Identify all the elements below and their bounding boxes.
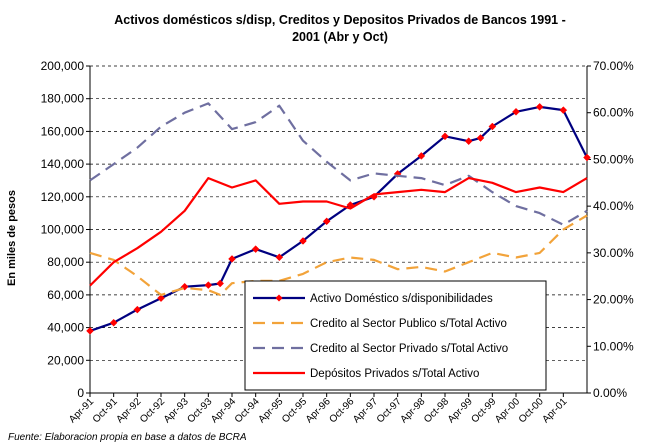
legend-label: Depósitos Privados s/Total Activo [310,368,479,380]
y-left-tick-label: 160,000 [41,124,85,138]
x-tick-label: Apr-97 [351,396,380,425]
legend-label: Activo Doméstico s/disponibilidades [310,293,493,305]
y-left-tick-label: 180,000 [41,92,85,106]
x-tick-label: Apr-93 [162,396,191,425]
y-right-tick-label: 30.00% [593,246,634,260]
series-point [86,327,94,335]
x-tick-label: Apr-00 [493,396,522,425]
chart-title-line-2: 2001 (Abr y Oct) [292,30,388,44]
chart-title-line-1: Activos domésticos s/disp, Creditos y De… [114,13,566,27]
y-right-tick-label: 0.00% [593,386,627,400]
legend-label: Credito al Sector Privado s/Total Activo [310,343,508,355]
series-point [157,294,165,303]
series-point [204,281,213,289]
x-tick-label: Apr-96 [304,396,333,425]
y-axis-left-ticks: 0 20,000 40,000 60,000 80,000 100,000 120,000 1… [41,59,90,400]
x-tick-label: Apr-99 [446,396,475,425]
y-right-tick-label: 50.00% [593,152,634,166]
x-tick-label: Oct-99 [469,396,498,425]
y-right-tick-label: 70.00% [593,59,634,73]
x-tick-label: Oct-94 [233,396,262,425]
series-line-4 [89,177,588,287]
series-point [464,137,473,146]
y-right-tick-label: 20.00% [593,293,634,307]
legend-marker [275,294,283,302]
y-left-tick-label: 20,000 [47,353,84,367]
y-left-tick-label: 100,000 [41,223,85,237]
x-tick-label: Apr-92 [114,396,143,425]
series-point [228,255,236,263]
series-point [535,103,544,111]
x-tick-label: Oct-96 [327,396,356,425]
series-point [476,134,485,142]
y-left-tick-label: 200,000 [41,59,85,73]
series-line-2 [89,214,588,296]
series-point [488,122,497,131]
series-point [133,305,142,314]
series-point [559,106,568,114]
x-tick-label: Oct-98 [422,396,451,425]
series-point [251,245,260,253]
series-line-3 [89,102,588,226]
series-point [216,279,225,288]
x-tick-label: Apr-01 [540,396,569,425]
y-axis-right-ticks: 0.00% 10.00% 20.00% 30.00% 40.00% 50.00% 60.00… [587,59,634,400]
y-left-tick-label: 40,000 [47,321,84,335]
series-point [299,237,307,245]
y-left-tick-label: 140,000 [41,157,85,171]
source-note: Fuente: Elaboracion propia en base a dat… [8,432,247,443]
x-tick-label: Oct-97 [375,396,404,425]
x-tick-label: Oct-91 [91,396,120,425]
series-point [512,107,520,116]
y-left-tick-label: 120,000 [41,190,85,204]
legend-box [244,280,547,391]
series-point [417,152,426,160]
x-tick-label: Apr-94 [209,396,238,425]
series-lines [86,102,591,335]
y-axis-label: En miles de pesos [6,190,18,286]
x-tick-label: Oct-00 [517,396,546,425]
legend-label: Credito al Sector Publico s/Total Activo [310,318,507,330]
series-point [583,153,591,162]
y-right-tick-label: 40.00% [593,199,634,213]
y-left-tick-label: 80,000 [47,255,84,269]
series-point [275,253,284,262]
x-tick-label: Apr-98 [398,396,427,425]
legend: Activo Doméstico s/disponibilidades Credi… [244,280,547,391]
y-right-tick-label: 10.00% [593,339,634,353]
x-tick-label: Oct-95 [280,396,309,425]
x-tick-label: Apr-91 [67,396,96,425]
x-tick-label: Oct-92 [138,396,167,425]
y-left-tick-label: 0 [77,386,84,400]
x-axis-ticks: Apr-91Oct-91Apr-92Oct-92Apr-93Oct-93Apr-… [67,393,570,425]
x-tick-label: Apr-95 [256,396,285,425]
y-right-tick-label: 60.00% [593,106,634,120]
series-point [441,132,449,141]
x-tick-label: Oct-93 [185,396,214,425]
y-left-tick-label: 60,000 [47,288,84,302]
series-point [322,217,331,226]
series-point [109,318,118,327]
